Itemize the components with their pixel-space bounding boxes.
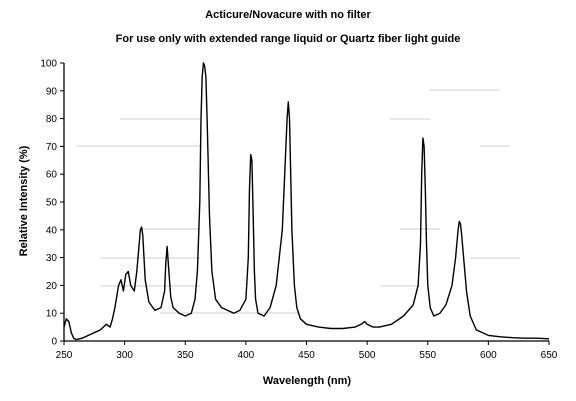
x-tick-label: 300 xyxy=(116,350,133,361)
y-tick-label: 50 xyxy=(46,198,58,209)
y-tick-label: 80 xyxy=(46,114,58,125)
x-axis-ticks: 250 300 350 400 450 500 550 600 650 xyxy=(56,341,558,361)
y-axis-ticks: 0 10 20 30 40 50 60 70 80 90 100 xyxy=(40,59,64,348)
x-tick-label: 350 xyxy=(177,350,194,361)
series xyxy=(64,63,549,340)
x-tick-label: 650 xyxy=(541,350,558,361)
x-tick-label: 550 xyxy=(419,350,436,361)
y-tick-label: 30 xyxy=(46,253,58,264)
axes xyxy=(64,63,549,341)
y-tick-label: 20 xyxy=(46,281,58,292)
x-tick-label: 600 xyxy=(480,350,497,361)
x-tick-label: 500 xyxy=(359,350,376,361)
x-axis-label: Wavelength (nm) xyxy=(263,375,352,387)
y-tick-label: 40 xyxy=(46,225,58,236)
y-tick-label: 0 xyxy=(51,337,57,348)
y-tick-label: 60 xyxy=(46,170,58,181)
series-line xyxy=(64,63,549,340)
y-tick-label: 10 xyxy=(46,309,58,320)
y-tick-label: 100 xyxy=(40,59,57,70)
x-tick-label: 250 xyxy=(56,350,73,361)
y-tick-label: 70 xyxy=(46,142,58,153)
y-tick-label: 90 xyxy=(46,86,58,97)
y-axis-label: Relative Intensity (%) xyxy=(18,145,30,256)
x-tick-label: 400 xyxy=(238,350,255,361)
x-tick-label: 450 xyxy=(298,350,315,361)
